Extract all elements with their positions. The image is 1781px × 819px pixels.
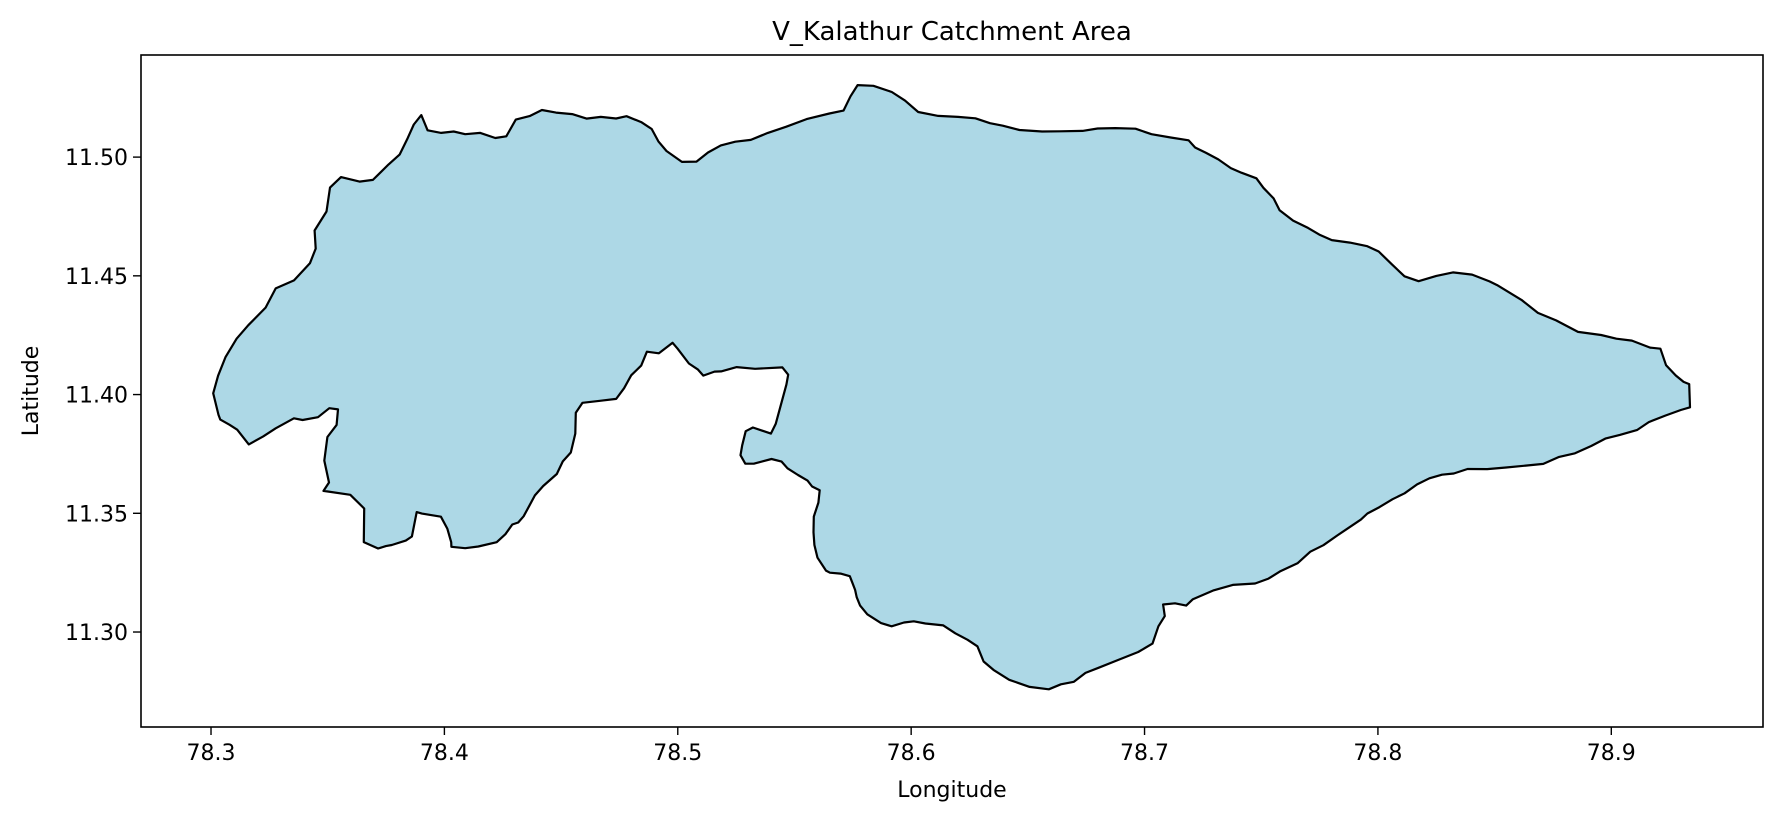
y-axis-label: Latitude: [19, 346, 44, 437]
x-tick-label: 78.8: [1353, 741, 1402, 766]
y-ticks: 11.30 11.35 11.40 11.45 11.50: [65, 146, 141, 646]
y-tick-label: 11.50: [65, 146, 128, 171]
catchment-polygon: [212, 84, 1692, 691]
axes-frame: [140, 54, 1764, 728]
x-tick-label: 78.4: [420, 741, 469, 766]
x-tick-label: 78.6: [887, 741, 936, 766]
y-tick-label: 11.40: [65, 384, 128, 409]
y-tick-label: 11.35: [65, 502, 128, 527]
x-ticks: 78.3 78.4 78.5 78.6 78.7 78.8 78.9: [187, 727, 1636, 766]
x-tick-label: 78.5: [653, 741, 702, 766]
x-axis-label: Longitude: [897, 778, 1006, 803]
map-axes: 78.3 78.4 78.5 78.6 78.7 78.8 78.9 11.3011.351…: [65, 54, 1764, 766]
x-tick-label: 78.3: [187, 741, 236, 766]
y-tick-label: 11.30: [65, 621, 128, 646]
x-tick-label: 78.7: [1120, 741, 1169, 766]
chart-title: V_Kalathur Catchment Area: [772, 17, 1132, 47]
y-tick-label: 11.45: [65, 265, 128, 290]
x-tick-label: 78.9: [1587, 741, 1636, 766]
